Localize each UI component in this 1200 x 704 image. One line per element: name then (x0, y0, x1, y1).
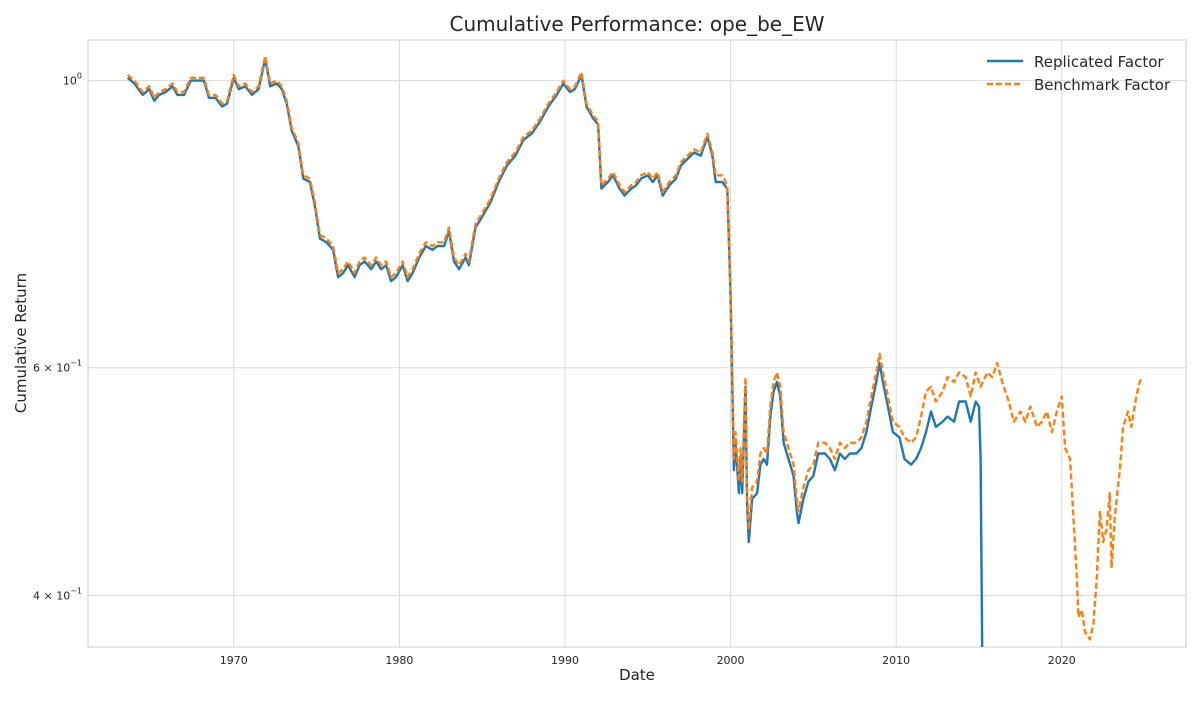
plot-frame (87, 39, 1187, 648)
y-tick-exponent: −1 (70, 587, 82, 596)
x-axis-label: Date (619, 666, 655, 684)
y-axis-label: Cumulative Return (12, 273, 30, 413)
y-tick-label: 4 × 10−1 (33, 587, 82, 603)
series-line-benchmark (126, 54, 1144, 641)
x-tick-label: 1970 (220, 654, 248, 667)
legend-label-benchmark: Benchmark Factor (1034, 76, 1171, 94)
x-tick-label: 2000 (717, 654, 745, 667)
legend: Replicated Factor Benchmark Factor (987, 53, 1171, 94)
x-tick-label: 1990 (551, 654, 579, 667)
series-layer (126, 54, 1144, 647)
x-tick-label: 1980 (385, 654, 413, 667)
y-tick-exponent: 0 (77, 72, 82, 81)
x-tick-label: 2020 (1048, 654, 1076, 667)
grid-layer (88, 40, 1186, 647)
y-tick-label: 6 × 10−1 (33, 359, 82, 375)
y-tick-exponent: −1 (70, 359, 82, 368)
chart-title: Cumulative Performance: ope_be_EW (450, 12, 825, 36)
legend-label-replicated: Replicated Factor (1034, 53, 1164, 71)
x-tick-label: 2010 (882, 654, 910, 667)
series-line-replicated (126, 57, 984, 647)
